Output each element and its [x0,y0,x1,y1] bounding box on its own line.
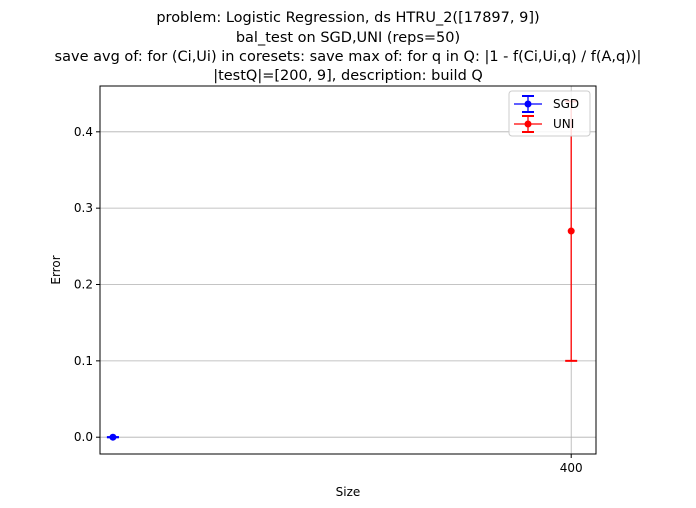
legend-label-sgd: SGD [553,97,579,111]
title-line-1: problem: Logistic Regression, ds HTRU_2(… [156,10,539,26]
data-point-uni [567,227,575,235]
legend-label-uni: UNI [553,117,574,131]
y-tick-label: 0.3 [74,201,93,215]
axis-ticks: 0.0 0.1 0.2 0.3 0.4 400 [74,125,583,475]
title-line-3: save avg of: for (Ci,Ui) in coresets: sa… [55,49,642,65]
legend: SGD UNI [508,90,591,137]
x-tick-label: 400 [560,461,583,475]
chart-title: problem: Logistic Regression, ds HTRU_2(… [55,10,642,84]
plot-frame [99,85,597,455]
y-tick-label: 0.4 [74,125,93,139]
x-axis-label: Size [336,485,361,499]
legend-marker-uni [524,120,532,128]
y-tick-label: 0.0 [74,430,93,444]
y-tick-label: 0.2 [74,278,93,292]
legend-entry-sgd: SGD [514,95,579,113]
data-point-sgd [109,433,117,441]
title-line-2: bal_test on SGD,UNI (reps=50) [236,30,460,46]
grid-lines [100,86,596,454]
legend-entry-uni: UNI [514,115,574,133]
y-axis-label: Error [49,255,63,284]
series-marks [106,100,578,441]
title-line-4: |testQ|=[200, 9], description: build Q [213,68,483,84]
y-tick-label: 0.1 [74,354,93,368]
legend-marker-sgd [524,100,532,108]
